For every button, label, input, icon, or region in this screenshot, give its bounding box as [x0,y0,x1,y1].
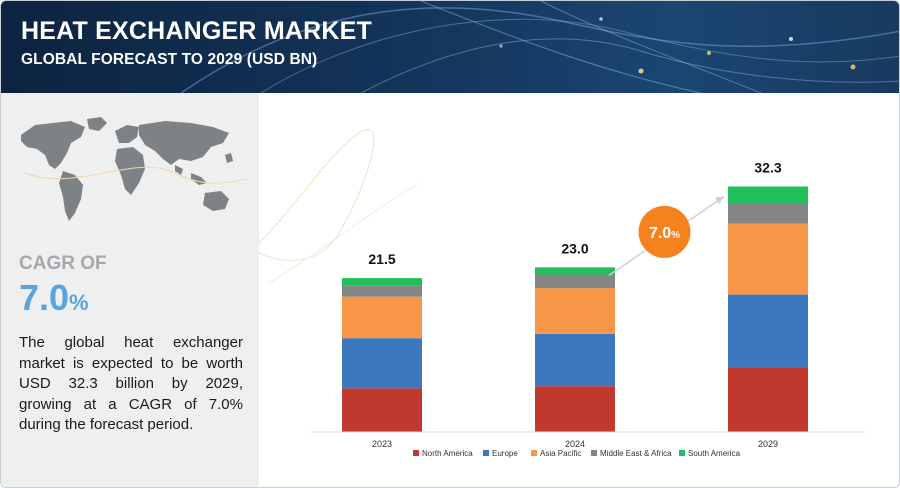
bar-2029-asia-pacific [728,223,808,295]
bar-2023-south-america [342,278,422,286]
page-subtitle: GLOBAL FORECAST TO 2029 (USD BN) [21,51,318,68]
bar-2023-asia-pacific [342,296,422,339]
bar-2029-europe [728,294,808,368]
cagr-annotation: 7.0% [608,195,725,276]
bar-2029-north-america [728,367,808,432]
legend-swatch [679,450,685,456]
legend-item-asia-pacific: Asia Pacific [531,449,581,458]
legend-item-south-america: South America [679,449,741,458]
bar-2023-north-america [342,388,422,432]
legend-label: South America [688,449,741,458]
category-label-2023: 2023 [372,439,392,449]
category-label-2029: 2029 [758,439,778,449]
cagr-number: 7.0 [19,277,70,318]
bar-2029-middle-east-africa [728,202,808,224]
bar-2024-asia-pacific [535,288,615,334]
total-label-2029: 32.3 [754,159,781,175]
decorative-swirl [259,129,375,261]
legend-label: Europe [492,449,518,458]
legend-swatch [531,450,537,456]
bars-group [342,186,808,432]
cagr-value: 7.0% [19,277,89,319]
bar-2023-europe [342,338,422,389]
banner-decoration [180,1,899,93]
stacked-bar-chart: 21.5 2023 23.0 2024 32.3 2029 7.0% North Amer… [259,129,865,458]
legend-item-north-america: North America [413,449,473,458]
bar-2024-north-america [535,386,615,432]
legend-swatch [413,450,419,456]
legend-label: Asia Pacific [540,449,581,458]
chart-area: 21.5 2023 23.0 2024 32.3 2029 7.0% North Amer… [259,93,899,487]
growth-arrowhead-icon [715,196,724,205]
legend-item-middle-east-africa: Middle East & Africa [591,449,672,458]
cagr-label: CAGR OF [19,253,107,274]
bar-2024-south-america [535,267,615,275]
cagr-percent-sign: % [69,290,89,315]
decorative-line [268,182,420,284]
bar-2024-europe [535,333,615,387]
category-label-2024: 2024 [565,439,585,449]
legend-label: Middle East & Africa [600,449,672,458]
legend-item-europe: Europe [483,449,518,458]
total-label-2023: 21.5 [368,251,395,267]
summary-panel: CAGR OF 7.0% The global heat exchanger m… [1,93,259,487]
page-title: HEAT EXCHANGER MARKET [21,17,372,45]
labels-group: 21.5 2023 23.0 2024 32.3 2029 [368,159,781,449]
total-label-2024: 23.0 [561,240,588,256]
legend-label: North America [422,449,473,458]
legend-swatch [483,450,489,456]
header-banner: HEAT EXCHANGER MARKET GLOBAL FORECAST TO… [1,1,899,93]
cagr-badge [638,205,691,258]
market-description: The global heat exchanger market is expe… [19,334,243,433]
bar-2029-south-america [728,186,808,203]
bar-2023-middle-east-africa [342,285,422,297]
bar-2024-middle-east-africa [535,274,615,289]
legend: North America Europe Asia Pacific Middle Ea… [413,449,741,458]
legend-swatch [591,450,597,456]
world-map-icon [21,117,247,221]
cagr-badge-label: 7.0% [649,225,680,242]
